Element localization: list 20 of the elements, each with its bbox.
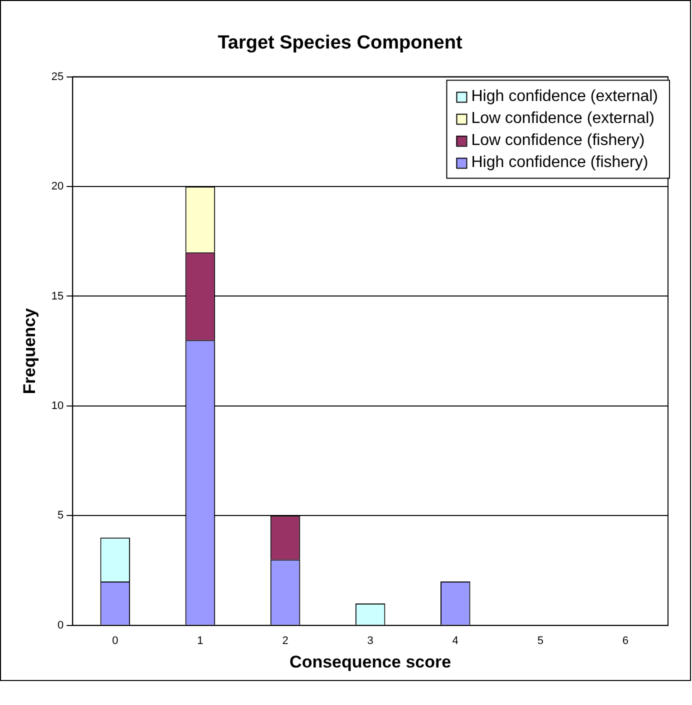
x-tick-label: 5: [537, 635, 544, 648]
y-tick-label: 0: [58, 619, 64, 632]
x-tick-label: 2: [282, 635, 288, 648]
x-axis-title: Consequence score: [290, 652, 452, 672]
legend-label: Low confidence (external): [471, 110, 654, 128]
y-tick-label: 10: [51, 400, 64, 412]
chart-title: Target Species Component: [218, 32, 463, 54]
y-axis-title: Frequency: [20, 308, 39, 394]
y-tick-label: 20: [51, 180, 64, 193]
legend-label: High confidence (external): [471, 88, 658, 106]
x-tick-label: 1: [197, 635, 204, 648]
legend-label: High confidence (fishery): [471, 154, 648, 172]
x-tick-label: 3: [367, 635, 374, 648]
x-tick-label: 6: [622, 635, 629, 648]
y-tick-label: 15: [51, 290, 64, 302]
y-tick-label: 25: [51, 70, 64, 83]
x-tick-label: 4: [452, 635, 458, 648]
y-tick-label: 5: [58, 510, 64, 522]
legend-label: Low confidence (fishery): [471, 132, 645, 150]
x-tick-label: 0: [112, 635, 118, 648]
